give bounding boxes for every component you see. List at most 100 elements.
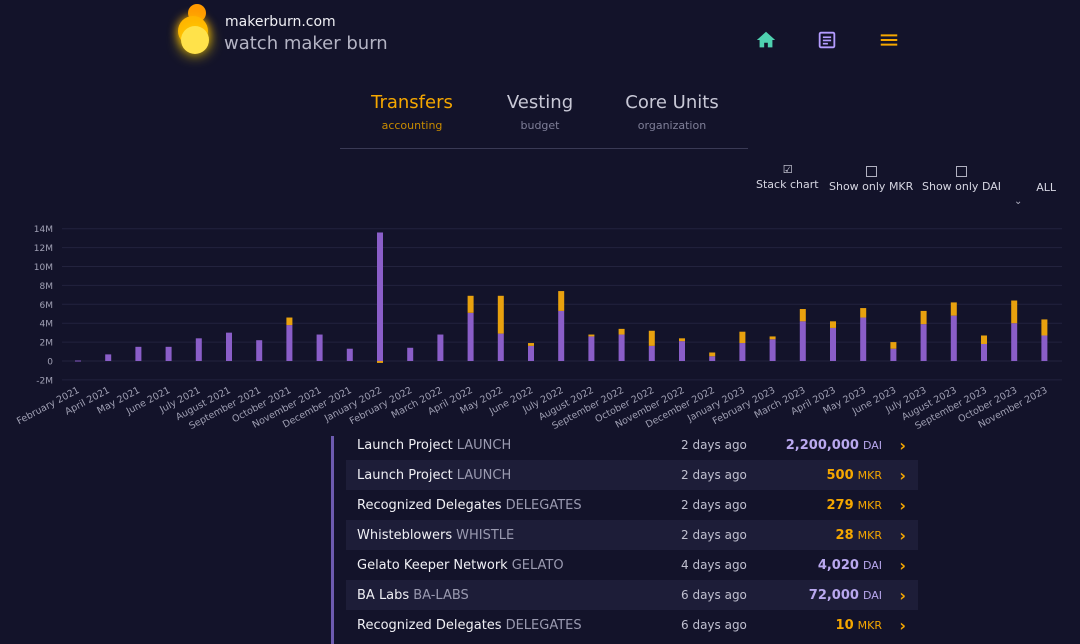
- bar-dai[interactable]: [950, 315, 957, 361]
- bar-mkr[interactable]: [377, 361, 383, 363]
- bar-dai[interactable]: [648, 345, 655, 361]
- bar-dai[interactable]: [739, 343, 746, 361]
- bar-dai[interactable]: [709, 356, 716, 361]
- stack-chart-checkbox[interactable]: ☑: [782, 163, 793, 176]
- bar-dai[interactable]: [558, 310, 565, 361]
- tab-core-units[interactable]: Core Units organization: [612, 92, 732, 132]
- transfer-recipient-code: DELEGATES: [505, 497, 582, 513]
- transfer-amount-unit: DAI: [862, 438, 882, 452]
- bar-dai[interactable]: [920, 324, 927, 361]
- stack-chart-toggle[interactable]: ☑ Stack chart: [756, 163, 819, 191]
- chevron-right-icon[interactable]: ›: [899, 615, 906, 635]
- y-tick-label: 12M: [34, 244, 53, 254]
- transfer-time: 4 days ago: [681, 558, 747, 572]
- bar-dai[interactable]: [618, 334, 625, 361]
- bar-mkr[interactable]: [558, 291, 565, 311]
- bar-dai[interactable]: [860, 317, 867, 361]
- bar-dai[interactable]: [195, 338, 202, 361]
- range-select[interactable]: ALL: [1036, 181, 1056, 194]
- chevron-right-icon[interactable]: ›: [899, 465, 906, 485]
- bar-dai[interactable]: [226, 332, 232, 361]
- bar-dai[interactable]: [75, 360, 81, 362]
- transfer-row[interactable]: Launch Project LAUNCH 2 days ago 500 MKR ›: [346, 460, 918, 490]
- bar-dai[interactable]: [769, 339, 776, 361]
- home-icon[interactable]: [755, 29, 777, 51]
- menu-icon[interactable]: [878, 29, 900, 51]
- bar-dai[interactable]: [890, 348, 897, 361]
- bar-dai[interactable]: [256, 340, 263, 361]
- bar-mkr[interactable]: [830, 321, 836, 328]
- bar-mkr[interactable]: [1011, 300, 1018, 324]
- bar-mkr[interactable]: [799, 309, 806, 322]
- bar-dai[interactable]: [467, 312, 474, 361]
- bar-mkr[interactable]: [497, 295, 504, 334]
- bar-mkr[interactable]: [618, 328, 625, 335]
- y-tick-label: 0: [47, 358, 53, 368]
- bar-dai[interactable]: [1041, 335, 1048, 361]
- bar-mkr[interactable]: [467, 295, 474, 313]
- bar-mkr[interactable]: [769, 336, 776, 340]
- bar-mkr[interactable]: [860, 308, 867, 318]
- bar-dai[interactable]: [407, 347, 414, 361]
- bar-mkr[interactable]: [1041, 319, 1048, 336]
- bar-mkr[interactable]: [286, 317, 293, 326]
- logo-flame-core: [181, 26, 209, 54]
- transfer-row[interactable]: Gelato Keeper Network GELATO 4 days ago 4,0…: [346, 550, 918, 580]
- transfer-recipient-name: Recognized Delegates: [357, 497, 502, 513]
- transfer-amount: 72,000 DAI: [809, 588, 882, 603]
- chevron-right-icon[interactable]: ›: [899, 495, 906, 515]
- chevron-down-icon[interactable]: ⌄: [1014, 196, 1023, 207]
- bar-mkr[interactable]: [528, 343, 534, 346]
- bar-mkr[interactable]: [709, 352, 716, 357]
- chevron-right-icon[interactable]: ›: [899, 525, 906, 545]
- bar-dai[interactable]: [165, 346, 172, 361]
- chevron-right-icon[interactable]: ›: [899, 435, 906, 455]
- bar-mkr[interactable]: [981, 335, 987, 344]
- transfer-amount-unit: DAI: [862, 558, 882, 572]
- show-only-dai-checkbox[interactable]: [956, 166, 967, 177]
- bar-dai[interactable]: [981, 343, 987, 361]
- bar-mkr[interactable]: [679, 338, 685, 342]
- chevron-right-icon[interactable]: ›: [899, 585, 906, 605]
- transfer-amount-value: 72,000: [808, 587, 859, 603]
- bar-mkr[interactable]: [739, 331, 746, 344]
- bar-dai[interactable]: [1011, 323, 1018, 361]
- show-only-dai-toggle[interactable]: Show only DAI: [922, 166, 1001, 193]
- bar-mkr[interactable]: [920, 310, 927, 325]
- document-icon[interactable]: [816, 29, 838, 51]
- transfer-row[interactable]: Launch Project LAUNCH 2 days ago 2,200,000 D…: [346, 430, 918, 460]
- bar-dai[interactable]: [135, 346, 142, 361]
- chevron-right-icon[interactable]: ›: [899, 555, 906, 575]
- transfer-amount-unit: MKR: [857, 498, 882, 512]
- tab-transfers[interactable]: Transfers accounting: [352, 92, 472, 132]
- bar-dai[interactable]: [286, 325, 293, 361]
- transfer-row[interactable]: Whisteblowers WHISTLE 2 days ago 28 MKR ›: [346, 520, 918, 550]
- transfer-recipient-code: DELEGATES: [505, 617, 582, 633]
- bar-dai[interactable]: [497, 333, 504, 361]
- transfer-row[interactable]: Recognized Delegates DELEGATES 6 days ago 1…: [346, 610, 918, 640]
- bar-dai[interactable]: [830, 327, 836, 361]
- show-only-mkr-checkbox[interactable]: [865, 166, 877, 177]
- bar-dai[interactable]: [799, 321, 806, 361]
- tab-core-units-sub: organization: [637, 119, 707, 132]
- makerburn-logo[interactable]: [176, 4, 216, 56]
- bar-dai[interactable]: [679, 341, 685, 361]
- transfer-row[interactable]: BA Labs BA-LABS 6 days ago 72,000 DAI ›: [346, 580, 918, 610]
- transfer-row[interactable]: Recognized Delegates DELEGATES 2 days ago 2…: [346, 490, 918, 520]
- bar-mkr[interactable]: [950, 302, 957, 316]
- bar-dai[interactable]: [105, 354, 112, 361]
- bar-mkr[interactable]: [588, 334, 595, 337]
- tab-core-units-label: Core Units: [625, 92, 719, 113]
- bar-dai[interactable]: [528, 345, 534, 361]
- bar-dai[interactable]: [437, 334, 444, 361]
- bar-dai[interactable]: [316, 334, 323, 361]
- bar-dai[interactable]: [377, 232, 383, 361]
- bar-dai[interactable]: [588, 336, 595, 361]
- bar-mkr[interactable]: [648, 330, 655, 346]
- site-name[interactable]: makerburn.com: [225, 14, 336, 30]
- tab-vesting[interactable]: Vesting budget: [480, 92, 600, 132]
- bar-mkr[interactable]: [890, 342, 897, 349]
- transfer-time: 2 days ago: [681, 468, 747, 482]
- show-only-mkr-toggle[interactable]: Show only MKR: [829, 166, 913, 193]
- bar-dai[interactable]: [346, 348, 353, 361]
